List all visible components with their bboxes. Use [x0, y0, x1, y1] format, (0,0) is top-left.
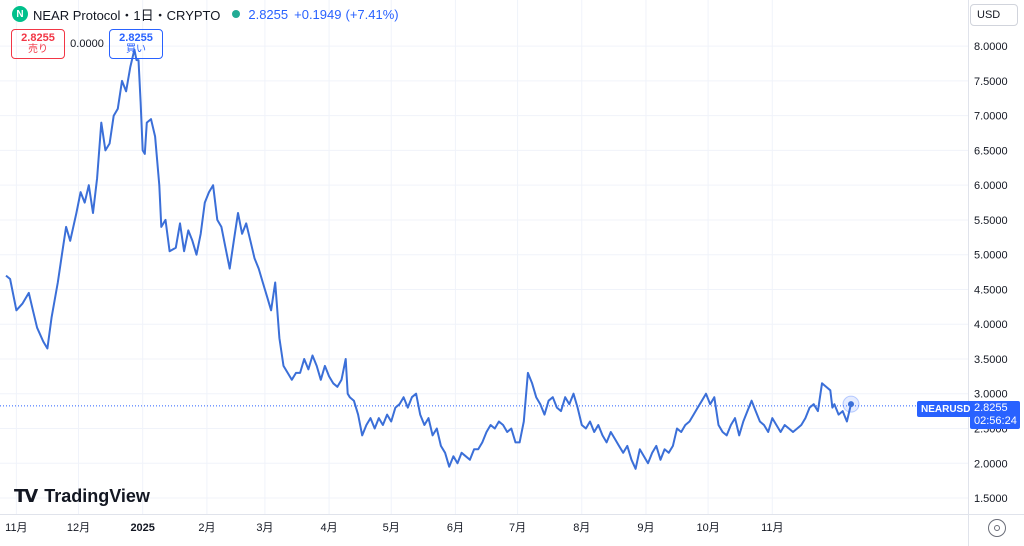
x-tick-label: 6月 — [447, 522, 464, 534]
x-tick-label: 2025 — [130, 522, 154, 534]
sell-button[interactable]: 2.8255 売り — [11, 29, 65, 59]
buy-value: 2.8255 — [119, 32, 153, 44]
y-tick-label: 3.0000 — [974, 389, 1008, 401]
tradingview-logo-text: TradingView — [44, 486, 150, 506]
sell-label: 売り — [28, 44, 48, 55]
tradingview-logo-icon: TV — [14, 486, 38, 507]
buy-label: 買い — [126, 44, 146, 55]
x-tick-label: 3月 — [256, 522, 273, 534]
y-tick-label: 1.5000 — [974, 493, 1008, 505]
y-tick-label: 4.0000 — [974, 319, 1008, 331]
header-change: +0.1949 — [294, 6, 342, 22]
x-tick-label: 7月 — [509, 522, 526, 534]
buy-button[interactable]: 2.8255 買い — [109, 29, 163, 59]
y-tick-label: 2.0000 — [974, 458, 1008, 470]
x-tick-label: 5月 — [383, 522, 400, 534]
y-tick-label: 8.0000 — [974, 41, 1008, 53]
header-price: 2.8255 — [248, 6, 289, 22]
near-logo-icon: N — [12, 6, 28, 22]
y-tick-label: 5.0000 — [974, 250, 1008, 262]
y-tick-label: 7.5000 — [974, 76, 1008, 88]
x-tick-label: 11月 — [5, 522, 27, 534]
x-tick-label: 10月 — [696, 522, 719, 534]
symbol-title[interactable]: NEAR Protocol・1日・CRYPTO — [33, 7, 221, 23]
spread-value: 0.0000 — [70, 38, 104, 50]
last-price-tag: 2.8255 02:56:24 — [970, 401, 1020, 429]
y-tick-label: 6.5000 — [974, 145, 1008, 157]
market-status-icon — [232, 10, 241, 18]
x-tick-label: 4月 — [321, 522, 338, 534]
price-series-line — [5, 48, 852, 470]
y-tick-label: 6.0000 — [974, 180, 1008, 192]
x-tick-label: 8月 — [573, 522, 590, 534]
chart-settings-icon[interactable] — [988, 519, 1006, 537]
tradingview-watermark: TV TradingView — [14, 486, 150, 507]
x-tick-label: 2月 — [198, 522, 215, 534]
y-tick-label: 3.5000 — [974, 354, 1008, 366]
quote-panel: 2.8255 売り 0.0000 2.8255 買い — [11, 29, 163, 59]
symbol-header: N NEAR Protocol・1日・CRYPTO 2.8255 +0.1949… — [0, 0, 968, 28]
x-tick-label: 12月 — [67, 522, 90, 534]
last-price-value: 2.8255 — [974, 402, 1008, 414]
sell-value: 2.8255 — [21, 32, 55, 44]
bar-countdown: 02:56:24 — [974, 415, 1017, 427]
y-tick-label: 7.0000 — [974, 111, 1008, 123]
y-tick-label: 4.5000 — [974, 284, 1008, 296]
y-tick-label: 5.5000 — [974, 215, 1008, 227]
x-tick-label: 9月 — [637, 522, 654, 534]
last-point-marker — [848, 401, 854, 408]
symbol-price-label: NEARUSD — [917, 401, 975, 417]
currency-selector[interactable]: USD — [970, 4, 1018, 26]
header-change-percent: (+7.41%) — [345, 6, 399, 22]
x-tick-label: 11月 — [761, 522, 783, 534]
